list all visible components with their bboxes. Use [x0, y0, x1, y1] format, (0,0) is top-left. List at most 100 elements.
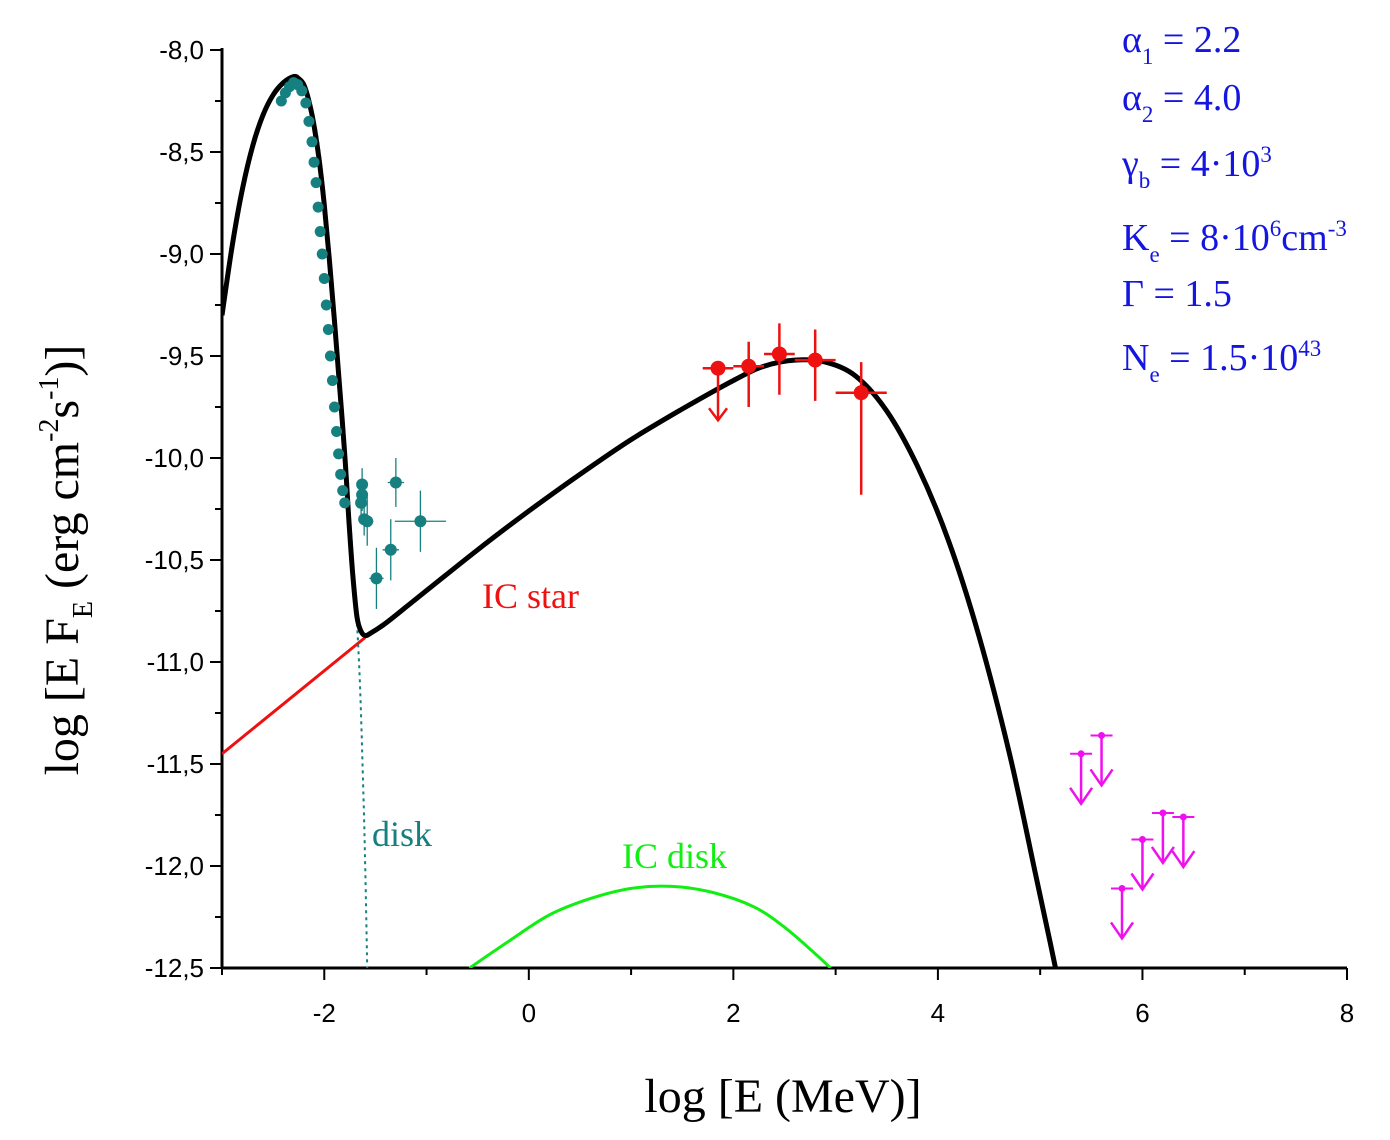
optical-point	[308, 156, 320, 168]
param-alpha2: α2 = 4.0	[1122, 77, 1241, 127]
optical-point	[324, 350, 336, 362]
param-alpha1: α1 = 2.2	[1122, 19, 1241, 69]
y-title-sub-e: E	[68, 601, 99, 618]
x-axis-title: log [E (MeV)]	[644, 1070, 921, 1123]
upper-limit	[1150, 809, 1175, 866]
optical-point	[306, 136, 318, 148]
upper-limit	[1130, 835, 1155, 892]
gamma-point	[764, 323, 795, 395]
gamma-point	[794, 329, 836, 401]
param-k-e: Ke = 8·106cm-3	[1122, 216, 1347, 267]
upper-limit-marker	[1077, 750, 1085, 758]
xray-point	[394, 490, 446, 552]
optical-point	[335, 468, 347, 480]
optical-point	[318, 272, 330, 284]
upper-limit-marker	[1159, 809, 1167, 817]
optical-point	[339, 497, 351, 509]
xray-point	[382, 519, 399, 581]
optical-point	[300, 97, 312, 109]
tick-labels: -2 0 2 4 6 8 -8,0 -8,5 -9,0 -9,5 -10,0 -10,5 -11,0 -1…	[145, 35, 1355, 1028]
x-tick-label: 0	[522, 998, 536, 1028]
x-tick-label: 6	[1135, 998, 1149, 1028]
upper-limit-arrowhead	[1109, 921, 1135, 941]
curves	[222, 73, 1058, 968]
upper-limit	[1171, 813, 1196, 870]
y-title-part4: )]	[36, 345, 89, 377]
xray-point	[361, 496, 374, 546]
optical-point	[296, 85, 308, 97]
optical-point	[337, 485, 349, 497]
upper-limit-arrowhead	[1130, 872, 1155, 892]
upper-limit-marker	[1179, 813, 1187, 821]
xray-marker	[414, 515, 427, 528]
y-title-part3: s	[36, 400, 89, 419]
axis-ticks	[210, 49, 1348, 980]
y-tick-label: -11,0	[147, 647, 204, 677]
optical-point	[333, 448, 345, 460]
y-tick-label: -12,5	[145, 953, 204, 983]
xray-marker	[384, 543, 397, 556]
xray-point	[369, 547, 384, 609]
parameter-list: α1 = 2.2 α2 = 4.0 γb = 4·103 Ke = 8·106c…	[1121, 19, 1347, 387]
upper-limit-arrowhead	[1150, 846, 1175, 866]
ic-star-label: IC star	[482, 576, 579, 616]
y-tick-label: -8,5	[159, 137, 204, 167]
upper-limit	[1109, 884, 1135, 941]
upper-limit-marker	[1118, 884, 1126, 892]
y-title-sup-cm: -2	[34, 419, 65, 442]
optical-point	[331, 425, 343, 437]
optical-point	[314, 226, 326, 238]
data-points	[275, 77, 1196, 941]
param-n-e: Ne = 1.5·1043	[1122, 336, 1321, 387]
gamma-point	[702, 360, 734, 423]
gamma-marker	[741, 358, 757, 374]
upper-limit-marker	[1138, 835, 1146, 843]
y-title-part1: log [E F	[36, 618, 89, 775]
param-big-gamma: Γ = 1.5	[1122, 273, 1232, 315]
curve-ic-star	[222, 636, 367, 755]
y-title-part2: (erg cm	[36, 442, 89, 601]
gamma-point	[733, 341, 765, 407]
optical-point	[310, 177, 322, 189]
optical-point	[322, 323, 334, 335]
y-tick-label: -12,0	[145, 851, 204, 881]
upper-limit	[1069, 750, 1094, 807]
optical-point	[329, 401, 340, 413]
y-axis-title: log [E FE (erg cm-2s-1)]	[34, 345, 99, 776]
gamma-upper-limit-arrowhead	[708, 407, 729, 423]
x-tick-label: 8	[1340, 998, 1354, 1028]
optical-point	[275, 95, 287, 107]
y-tick-label: -9,5	[159, 341, 204, 371]
upper-limit-arrowhead	[1069, 787, 1094, 807]
gamma-marker	[853, 385, 869, 401]
x-tick-label: 4	[931, 998, 945, 1028]
upper-limit-arrowhead	[1089, 768, 1114, 788]
optical-point	[316, 248, 328, 260]
y-tick-label: -8,0	[159, 35, 204, 65]
x-tick-label: 2	[726, 998, 740, 1028]
optical-point	[326, 374, 338, 386]
x-tick-label: -2	[313, 998, 336, 1028]
param-gamma-b: γb = 4·103	[1121, 142, 1272, 193]
xray-point	[387, 458, 405, 507]
optical-point	[312, 201, 324, 213]
upper-limit-marker	[1098, 731, 1106, 739]
upper-limit	[1089, 731, 1114, 788]
xray-marker	[389, 476, 402, 489]
xray-marker	[361, 515, 374, 528]
disk-label: disk	[372, 814, 432, 854]
curve-ic-disk	[468, 884, 832, 968]
gamma-marker	[771, 346, 787, 362]
y-tick-label: -11,5	[147, 749, 204, 779]
curve-total	[222, 73, 1058, 968]
xray-marker	[370, 572, 383, 585]
y-tick-label: -10,5	[145, 545, 204, 575]
y-tick-label: -9,0	[159, 239, 204, 269]
gamma-marker	[807, 352, 823, 368]
y-tick-label: -10,0	[145, 443, 204, 473]
optical-point	[320, 299, 332, 311]
y-title-sup-s: -1	[34, 377, 65, 400]
gamma-marker	[710, 360, 726, 376]
ic-disk-label: IC disk	[622, 836, 727, 876]
